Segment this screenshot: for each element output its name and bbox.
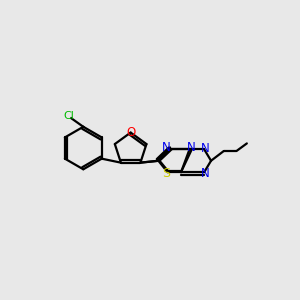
Text: S: S — [162, 167, 170, 180]
Text: N: N — [187, 141, 196, 154]
Text: N: N — [201, 142, 210, 154]
Text: N: N — [201, 167, 210, 180]
Text: N: N — [162, 141, 171, 154]
Text: Cl: Cl — [64, 111, 74, 122]
Text: O: O — [126, 126, 135, 139]
